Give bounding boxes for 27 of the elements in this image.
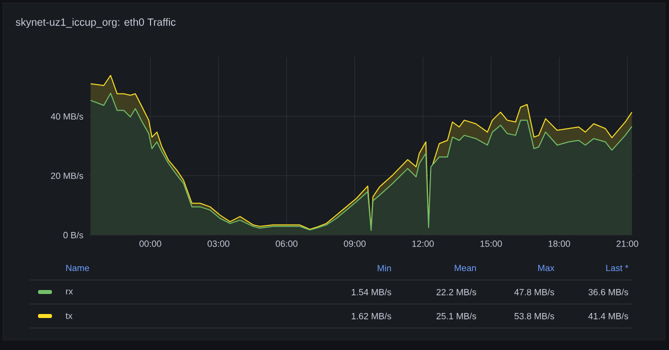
text: 1.54 MB/s (352, 288, 392, 296)
text: 22.2 MB/s (436, 288, 476, 296)
x-tick-label: 06:00 (276, 240, 298, 247)
text: Last * (606, 264, 628, 272)
x-tick-label: 15:00 (480, 240, 502, 247)
text: 36.6 MB/s (588, 288, 628, 296)
text: 1.62 MB/s (352, 312, 392, 320)
text: Min (378, 264, 391, 272)
text: 41.4 MB/s (588, 312, 628, 320)
y-tick-label: 40 MB/s (50, 113, 84, 120)
text: Max (538, 264, 554, 272)
y-tick-label: 20 MB/s (51, 172, 84, 179)
text: 47.8 MB/s (514, 288, 554, 296)
x-tick-label: 18:00 (548, 240, 570, 247)
x-tick-label: 12:00 (412, 240, 434, 247)
text: 53.8 MB/s (514, 312, 554, 320)
legend-label: rx (66, 290, 73, 294)
y-tick-label: 0 B/s (63, 232, 84, 238)
chart-title: skynet-uz1_iccup_org: eth0 Traffic (16, 18, 176, 28)
text: Name (66, 264, 90, 272)
x-tick-label: 21:00 (616, 240, 638, 247)
x-tick-label: 00:00 (139, 240, 162, 247)
text: Mean (454, 264, 476, 272)
legend-label: tx (66, 313, 72, 319)
x-tick-label: 03:00 (208, 240, 230, 247)
text: 25.1 MB/s (436, 312, 476, 320)
x-tick-label: 09:00 (344, 240, 366, 247)
